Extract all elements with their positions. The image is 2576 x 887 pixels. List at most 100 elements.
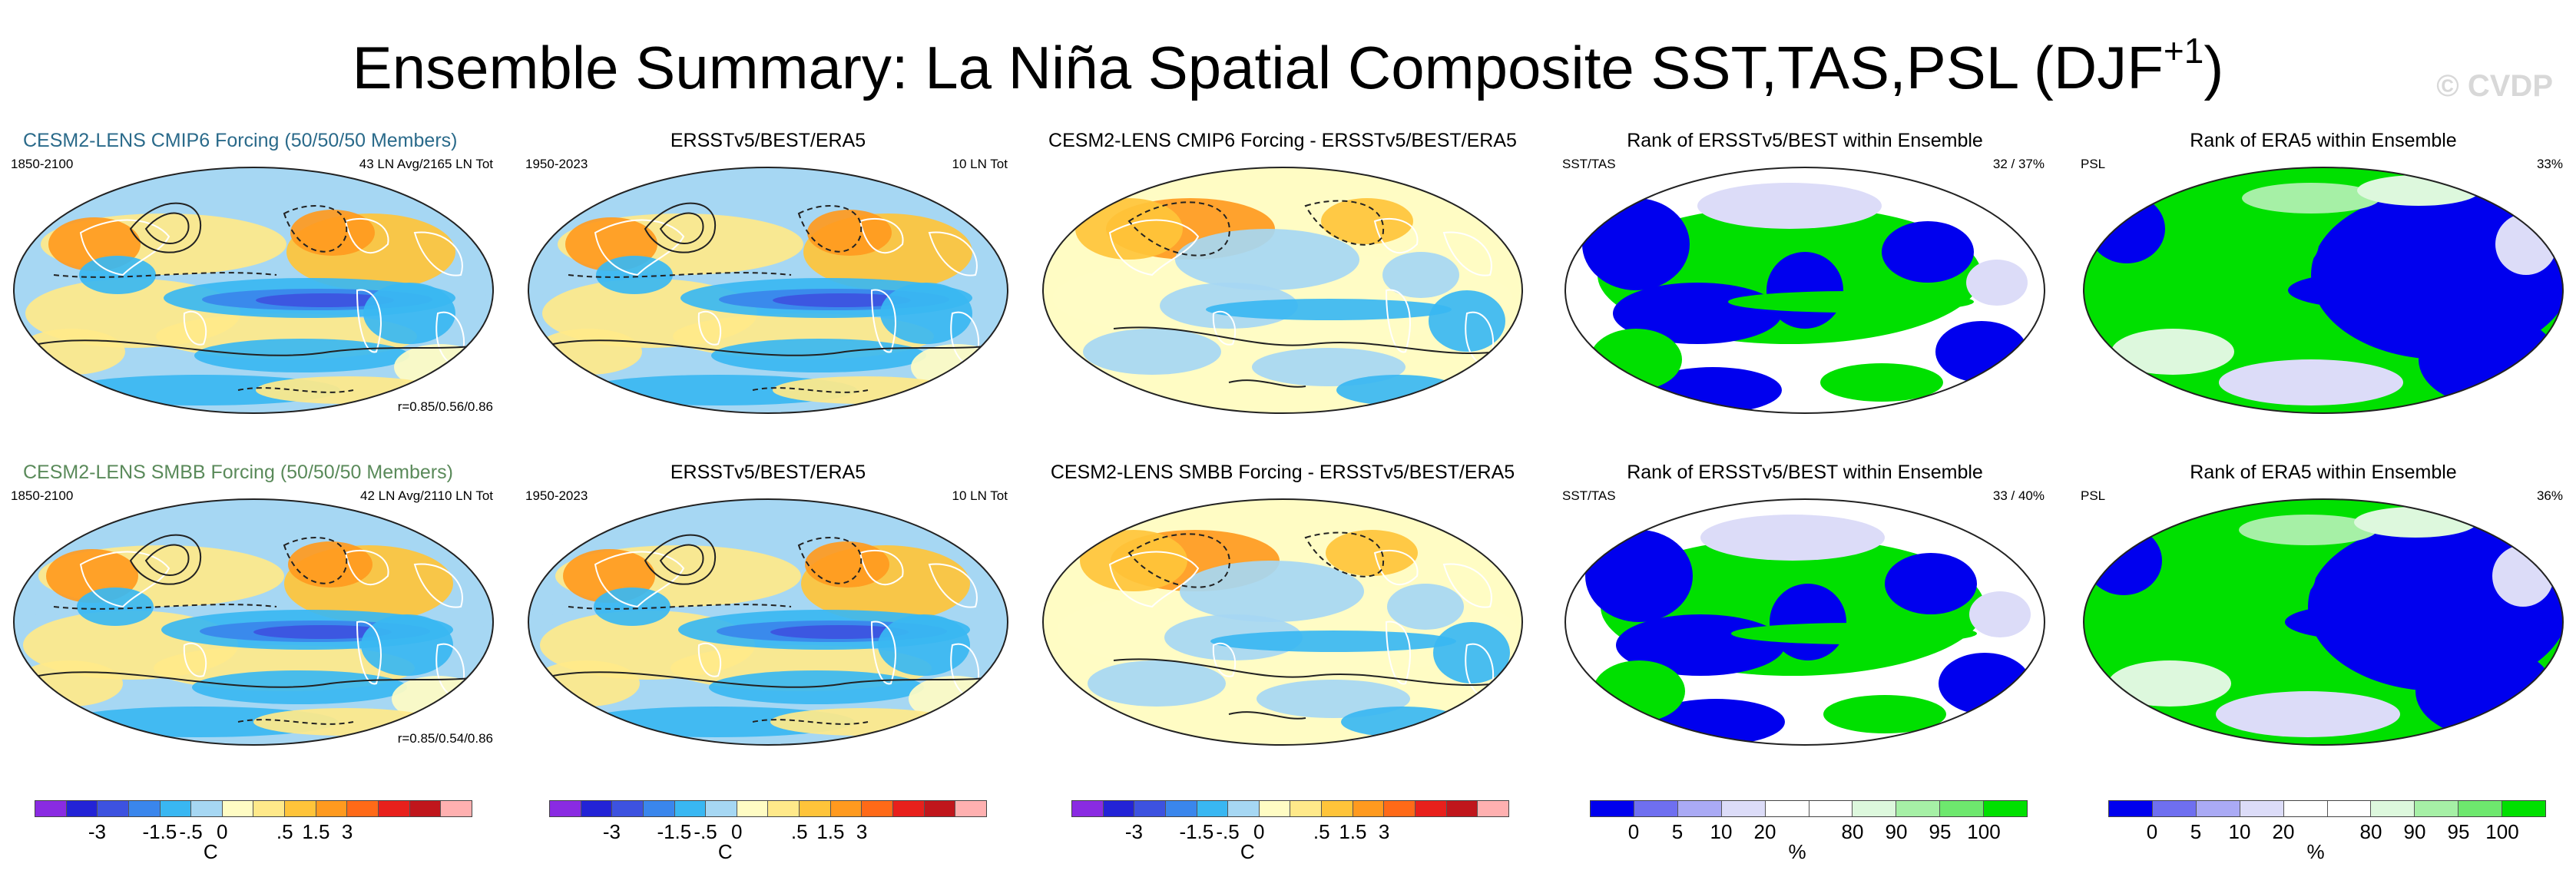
map-diff — [1042, 498, 1523, 746]
panel-percent: 32 / 37% — [1992, 157, 2045, 171]
colorbar-tick: 90 — [1885, 820, 1908, 843]
panel-rank-psl: Rank of ERA5 within Ensemble PSL 33% — [2078, 129, 2569, 421]
colorbar-box — [316, 801, 348, 816]
colorbar-tick: 10 — [1710, 820, 1733, 843]
panel-title: Rank of ERSSTv5/BEST within Ensemble — [1627, 130, 1983, 151]
panel-obs-composite: ERSSTv5/BEST/ERA5 1950-2023 10 LN Tot — [522, 129, 1014, 421]
panel-cmip6-minus-obs: CESM2-LENS CMIP6 Forcing - ERSSTv5/BEST/… — [1037, 129, 1528, 421]
colorbar-unit: % — [1788, 840, 1806, 863]
colorbar-box — [1984, 801, 2028, 816]
colorbar-box — [1446, 801, 1478, 816]
colorbar-box — [862, 801, 894, 816]
colorbar-box — [2502, 801, 2546, 816]
panel-period: 1950-2023 — [525, 157, 588, 171]
colorbar-tick: 80 — [1841, 820, 1864, 843]
colorbar-tick: 3 — [341, 820, 353, 843]
colorbar-tick: .5 — [790, 820, 808, 843]
colorbar-box — [893, 801, 925, 816]
colorbar-boxes — [1071, 800, 1509, 817]
map-rank — [2083, 167, 2564, 414]
colorbar-box — [1677, 801, 1722, 816]
colorbar-box — [1765, 801, 1809, 816]
colorbar-box — [955, 801, 986, 816]
colorbar-box — [1384, 801, 1416, 816]
colorbar-unit: C — [717, 840, 733, 863]
colorbar-box — [191, 801, 223, 816]
colorbar-tick: 100 — [2485, 820, 2519, 843]
colorbar-unit: C — [203, 840, 218, 863]
colorbar-tick: 1.5 — [816, 820, 845, 843]
colorbar-box — [98, 801, 129, 816]
panel-count: 10 LN Tot — [952, 157, 1008, 171]
colorbar-box — [2196, 801, 2240, 816]
colorbar-rank: 0 5 10 20 80 90 95 100% — [2108, 800, 2546, 863]
map-temp — [13, 167, 494, 414]
colorbar-unit: % — [2306, 840, 2325, 863]
colorbar-box — [2152, 801, 2197, 816]
colorbar-tick: 0 — [1253, 820, 1265, 843]
colorbar-box — [1634, 801, 1678, 816]
colorbar-tick: -3 — [602, 820, 621, 843]
panel-percent: 33 / 40% — [1992, 488, 2045, 503]
colorbar-box — [1165, 801, 1197, 816]
panel-title: Rank of ERA5 within Ensemble — [2190, 462, 2457, 483]
colorbar-tick: 5 — [2190, 820, 2202, 843]
colorbar-unit: C — [1240, 840, 1255, 863]
colorbar-box — [1259, 801, 1291, 816]
colorbar-box — [800, 801, 831, 816]
colorbar-temp: -3 -1.5 -.5 0 .5 1.5 3 C — [1071, 800, 1509, 863]
colorbar-box — [2415, 801, 2459, 816]
colorbar-box — [347, 801, 379, 816]
map-rank — [1564, 167, 2045, 414]
panel-smbb-minus-obs: CESM2-LENS SMBB Forcing - ERSSTv5/BEST/E… — [1037, 461, 1528, 753]
colorbar-box — [1853, 801, 1897, 816]
panel-percent: 33% — [2536, 157, 2563, 171]
colorbar-tick: 90 — [2403, 820, 2426, 843]
colorbar-tick: 80 — [2359, 820, 2382, 843]
panel-title: ERSSTv5/BEST/ERA5 — [670, 462, 866, 483]
colorbar-box — [674, 801, 707, 816]
colorbar-box — [285, 801, 316, 816]
colorbar-box — [1197, 801, 1229, 816]
colorbar-box — [1103, 801, 1135, 816]
colorbar-boxes — [2108, 800, 2546, 817]
panel-variable: PSL — [2081, 488, 2106, 503]
colorbar-tick: -1.5 — [1179, 820, 1214, 843]
panel-rank-sst-tas-2: Rank of ERSSTv5/BEST within Ensemble SST… — [1559, 461, 2051, 753]
colorbar-rank: 0 5 10 20 80 90 95 100% — [1590, 800, 2028, 863]
panel-period: 1850-2100 — [11, 157, 74, 171]
colorbar-box — [222, 801, 254, 816]
colorbar-box — [1896, 801, 1941, 816]
colorbar-tick: 10 — [2228, 820, 2251, 843]
map-rank — [1564, 498, 2045, 746]
colorbar-box — [768, 801, 800, 816]
colorbar-box — [160, 801, 192, 816]
colorbar-box — [1809, 801, 1853, 816]
colorbar-box — [1721, 801, 1766, 816]
panel-title: CESM2-LENS SMBB Forcing (50/50/50 Member… — [23, 462, 453, 483]
colorbar-box — [253, 801, 286, 816]
panel-variable: SST/TAS — [1562, 157, 1616, 171]
colorbar-tick: 3 — [856, 820, 868, 843]
colorbar-box — [1478, 801, 1508, 816]
colorbar-tick: 20 — [1753, 820, 1776, 843]
map-temp — [528, 498, 1008, 746]
colorbar-tick: -.5 — [179, 820, 203, 843]
colorbar-tick: -1.5 — [657, 820, 692, 843]
panel-count: 42 LN Avg/2110 LN Tot — [360, 488, 493, 503]
colorbar-tick: -3 — [1124, 820, 1143, 843]
colorbar-box — [2283, 801, 2328, 816]
colorbar-box — [1072, 801, 1104, 816]
colorbar-tick: 0 — [217, 820, 228, 843]
colorbar-temp: -3 -1.5 -.5 0 .5 1.5 3 C — [35, 800, 472, 863]
colorbar-box — [1228, 801, 1260, 816]
colorbar-box — [1415, 801, 1447, 816]
panel-rank-psl-2: Rank of ERA5 within Ensemble PSL 36% — [2078, 461, 2569, 753]
colorbar-tick: -1.5 — [142, 820, 177, 843]
colorbar-tick: 0 — [2146, 820, 2158, 843]
colorbar-tick: 5 — [1671, 820, 1684, 843]
colorbar-tick: -.5 — [1216, 820, 1240, 843]
colorbar-box — [612, 801, 644, 816]
panel-variable: SST/TAS — [1562, 488, 1616, 503]
colorbar-tick: .5 — [1313, 820, 1330, 843]
